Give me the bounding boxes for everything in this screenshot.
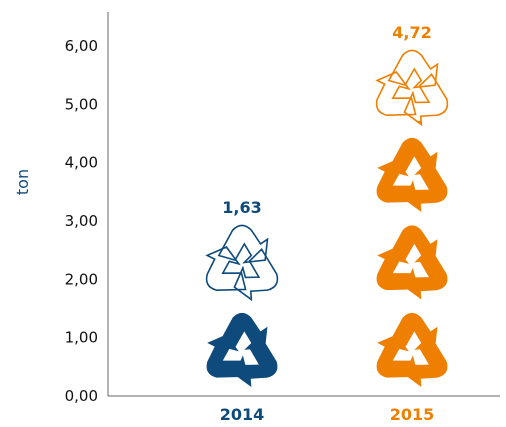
y-tick-label: 3,00 (65, 212, 98, 230)
y-tick-labels: 0,00 1,00 2,00 3,00 4,00 5,00 6,00 (65, 37, 98, 405)
y-tick-label: 5,00 (65, 95, 98, 113)
recycle-icon (205, 224, 279, 302)
recycle-icon (206, 312, 278, 388)
recycle-icon (376, 312, 448, 388)
y-tick-label: 0,00 (65, 387, 98, 405)
recycle-icon (376, 225, 448, 300)
x-category-label: 2015 (390, 405, 435, 424)
axes (107, 12, 500, 397)
data-label: 4,72 (392, 23, 431, 42)
y-tick-label: 4,00 (65, 154, 98, 172)
y-tick-label: 1,00 (65, 329, 98, 347)
category-labels: 2014 2015 (220, 405, 435, 424)
pictogram-icons (205, 49, 449, 388)
data-label: 1,63 (222, 198, 261, 217)
y-tick-label: 6,00 (65, 37, 98, 55)
recycle-icon (376, 137, 448, 213)
data-labels: 1,63 4,72 (222, 23, 431, 217)
y-tick-label: 2,00 (65, 270, 98, 288)
x-category-label: 2014 (220, 405, 265, 424)
recycle-icon (375, 49, 449, 127)
y-axis-label: ton (13, 169, 32, 195)
